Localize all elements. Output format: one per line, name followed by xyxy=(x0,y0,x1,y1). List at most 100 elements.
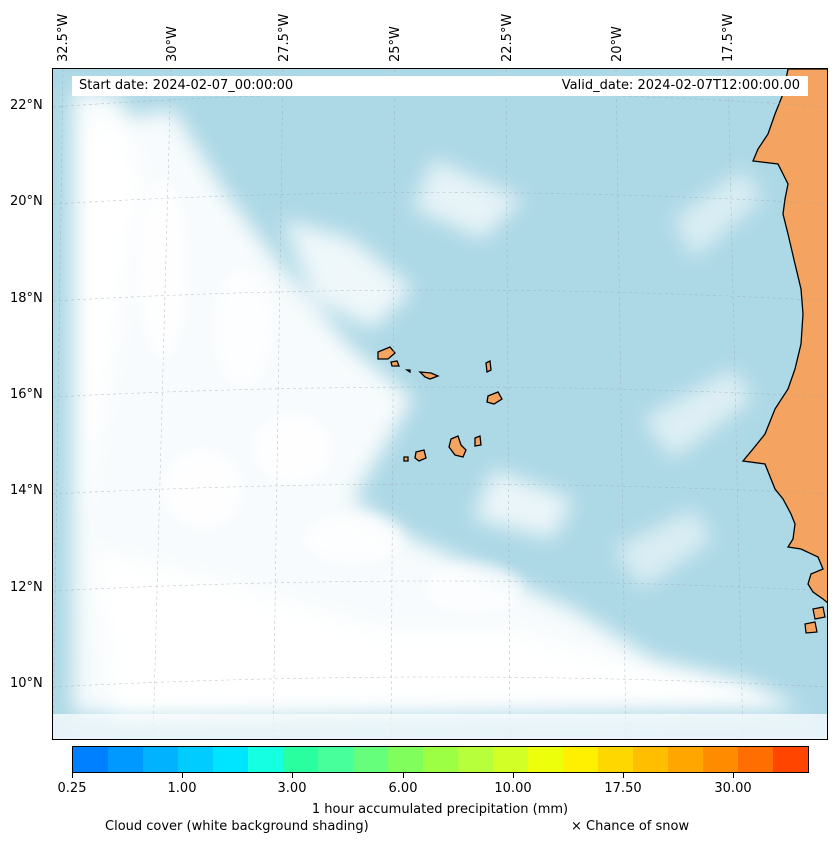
cloud-streak xyxy=(643,369,753,459)
latitude-label: 18°N xyxy=(10,291,43,306)
longitude-label: 20°W xyxy=(610,26,625,62)
longitude-label: 25°W xyxy=(388,26,403,62)
gridline-lon xyxy=(727,69,744,739)
colorbar-tick xyxy=(623,773,624,778)
colorbar-tick-label: 6.00 xyxy=(388,781,418,796)
snow-legend: × Chance of snow xyxy=(571,819,690,834)
colorbar-tick xyxy=(72,773,73,778)
colorbar-segment xyxy=(388,747,423,772)
cloud-band-lower xyxy=(93,549,793,719)
start-date: Start date: 2024-02-07_00:00:00 xyxy=(79,78,294,93)
cloud-streak xyxy=(673,169,763,259)
gridline-lat xyxy=(53,386,827,398)
island-fogo xyxy=(414,449,427,462)
island-brava xyxy=(403,456,409,462)
colorbar-segment xyxy=(598,747,633,772)
gridline-lon xyxy=(152,69,172,739)
island-boa-vista xyxy=(486,391,503,405)
cloud-mass-west xyxy=(73,109,803,714)
latitude-label: 10°N xyxy=(10,676,43,691)
colorbar-tick xyxy=(733,773,734,778)
colorbar-segment xyxy=(528,747,563,772)
longitude-label: 22.5°W xyxy=(500,13,515,62)
latitude-label: 12°N xyxy=(10,580,43,595)
gridline-lat xyxy=(53,580,827,592)
latitude-label: 14°N xyxy=(10,483,43,498)
colorbar-segment xyxy=(423,747,458,772)
colorbar-tick xyxy=(182,773,183,778)
longitude-label: 17.5°W xyxy=(721,13,736,62)
map-svg xyxy=(53,69,827,739)
colorbar-tick-label: 0.25 xyxy=(57,781,87,796)
colorbar-segment xyxy=(353,747,388,772)
colorbar-tick-label: 3.00 xyxy=(277,781,307,796)
land-africa xyxy=(741,69,827,604)
cape-verde-islands xyxy=(377,346,503,462)
colorbar-segment xyxy=(178,747,213,772)
latitude-label: 16°N xyxy=(10,387,43,402)
cloud-streak xyxy=(473,469,573,539)
gridline-lat xyxy=(53,289,827,302)
gridline-lon xyxy=(272,69,284,739)
gridline-lat xyxy=(53,192,827,205)
cloud-streak xyxy=(413,159,523,239)
cloud-patch xyxy=(253,414,333,484)
gridline-lat xyxy=(53,676,827,688)
longitude-label: 27.5°W xyxy=(277,13,292,62)
cloud-patch xyxy=(303,514,403,564)
gridline-lon xyxy=(53,69,64,739)
map-canvas[interactable] xyxy=(52,68,828,740)
colorbar-segment xyxy=(458,747,493,772)
gridline-lon xyxy=(390,69,396,739)
colorbar-tick-label: 10.00 xyxy=(494,781,532,796)
cloud-cover xyxy=(73,89,803,719)
cloud-streak xyxy=(613,509,713,589)
cloud-streak xyxy=(283,219,413,329)
colorbar-segment xyxy=(213,747,248,772)
colorbar-segment xyxy=(318,747,353,772)
gridline-lon xyxy=(615,69,627,739)
cloud-patch xyxy=(423,564,523,614)
colorbar-tick xyxy=(403,773,404,778)
colorbar-segment xyxy=(73,747,108,772)
colorbar-segment xyxy=(703,747,738,772)
colorbar-segment xyxy=(563,747,598,772)
cloud-patch xyxy=(138,179,188,359)
latitude-label: 22°N xyxy=(10,98,43,113)
gridlines xyxy=(53,69,827,739)
longitude-label: 32.5°W xyxy=(56,13,71,62)
colorbar-tick xyxy=(292,773,293,778)
colorbar-title: 1 hour accumulated precipitation (mm) xyxy=(311,802,569,817)
colorbar-segment xyxy=(108,747,143,772)
colorbar-tick xyxy=(513,773,514,778)
colorbar-segment xyxy=(633,747,668,772)
cloud-cover-detail xyxy=(138,179,523,614)
valid-date: Valid_date: 2024-02-07T12:00:00.00 xyxy=(561,78,800,93)
cloud-patch xyxy=(213,269,273,389)
colorbar-tick-label: 1.00 xyxy=(167,781,197,796)
cloud-band-northwest xyxy=(73,89,143,669)
island-santiago xyxy=(448,435,467,458)
gridline-lon xyxy=(505,69,511,739)
colorbar-segment xyxy=(493,747,528,772)
island-santa-luzia xyxy=(404,369,411,374)
gridline-lat xyxy=(53,483,827,495)
latitude-label: 20°N xyxy=(10,194,43,209)
colorbar-segment xyxy=(283,747,318,772)
island-sao-vicente xyxy=(390,360,400,367)
colorbar-tick-label: 17.50 xyxy=(604,781,642,796)
island-sao-nicolau xyxy=(418,371,440,380)
longitude-label: 30°W xyxy=(165,26,180,62)
date-info-box: Start date: 2024-02-07_00:00:00 Valid_da… xyxy=(72,76,808,96)
colorbar-segment xyxy=(248,747,283,772)
island-maio xyxy=(474,435,482,447)
cloud-patch xyxy=(163,449,243,529)
colorbar-segment xyxy=(143,747,178,772)
precipitation-colorbar xyxy=(72,746,809,773)
cloud-cover-legend: Cloud cover (white background shading) xyxy=(105,819,369,834)
land-guinea-bissau-islands xyxy=(804,606,826,634)
island-santo-antao xyxy=(377,346,396,360)
island-sal xyxy=(485,360,492,373)
colorbar-segment xyxy=(773,747,808,772)
colorbar-segment xyxy=(738,747,773,772)
